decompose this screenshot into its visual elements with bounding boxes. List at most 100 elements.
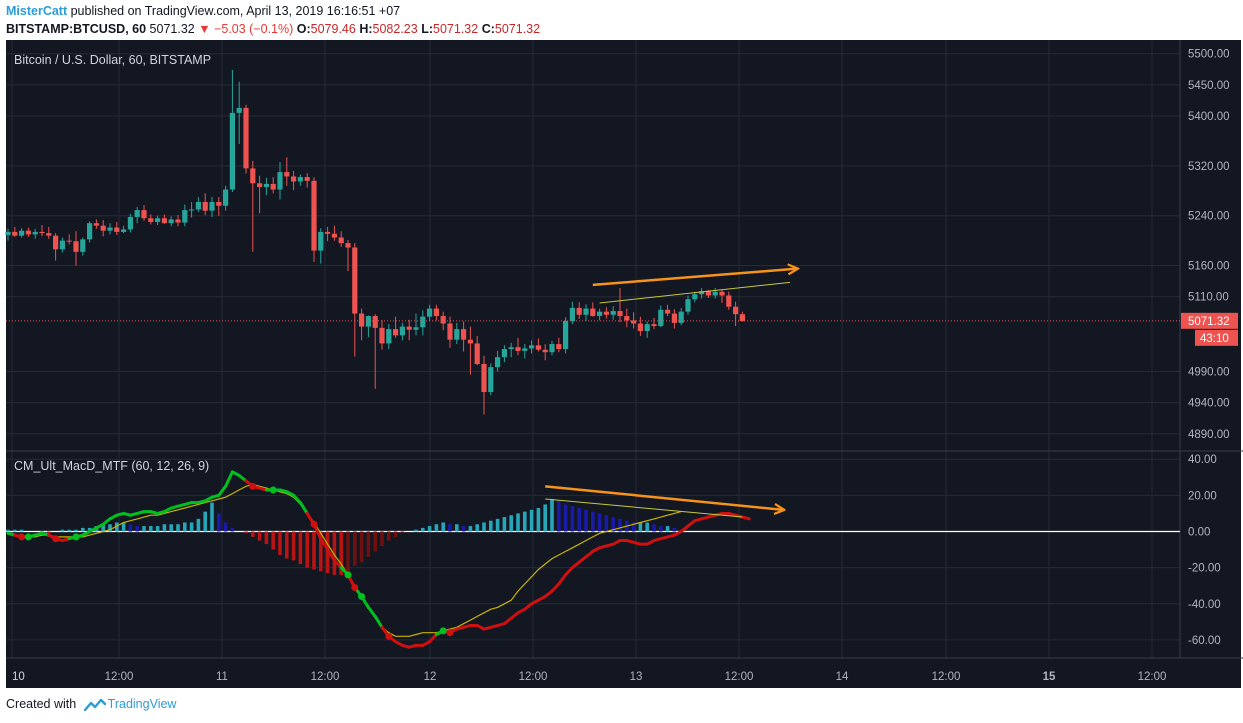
price-tick-label: 4890.00 [1188, 429, 1230, 441]
macd-line-segment [373, 614, 384, 629]
macd-histogram-bar [115, 522, 119, 532]
price-tick-label: 5500.00 [1188, 49, 1230, 61]
tradingview-brand[interactable]: TradingView [107, 697, 177, 711]
candle-body [454, 329, 460, 340]
macd-histogram-bar [264, 531, 269, 545]
candle-body [114, 227, 120, 232]
macd-histogram-bar [142, 526, 146, 532]
macd-histogram-bar [577, 508, 581, 532]
candle-body [399, 326, 405, 336]
candle-body [542, 349, 548, 353]
candle-body [168, 219, 174, 224]
macd-histogram-bar [183, 522, 187, 532]
publisher-name[interactable]: MisterCatt [6, 4, 68, 18]
candle-body [529, 345, 535, 349]
candle-body [610, 311, 616, 315]
macd-histogram-bar [169, 524, 173, 532]
candle-body [141, 210, 147, 219]
macd-histogram-bar [489, 520, 493, 532]
macd-histogram-bar [189, 522, 194, 532]
candle-body [719, 291, 725, 296]
macd-histogram-bar [638, 522, 643, 532]
macd-cross-dot [344, 571, 352, 579]
macd-histogram-bar [557, 500, 561, 532]
last-price-badge [1181, 312, 1238, 329]
candle-body [284, 172, 290, 177]
candle-body [644, 324, 650, 331]
macd-histogram-bar [536, 508, 541, 532]
candle-body [257, 183, 263, 188]
published-text: published on TradingView.com, April 13, … [70, 4, 401, 18]
tradingview-logo-icon[interactable] [83, 698, 106, 712]
candle-body [420, 316, 426, 328]
candle-body [413, 327, 419, 330]
price-tick-label: 5400.00 [1188, 111, 1230, 123]
macd-histogram-bar [502, 517, 507, 532]
last-price-label: 5071.32 [1188, 316, 1230, 328]
macd-histogram-bar [563, 504, 568, 532]
macd-histogram-bar [87, 527, 92, 532]
macd-histogram-bar [339, 531, 343, 575]
candle-body [291, 176, 297, 182]
price-annotation-arrow [592, 269, 797, 287]
macd-line-segment [298, 501, 309, 515]
candle-body [447, 323, 453, 340]
macd-histogram-bar [155, 526, 160, 532]
macd-histogram-bar [421, 527, 425, 532]
macd-annotation-arrow [545, 485, 783, 509]
macd-histogram-bar [475, 524, 479, 532]
candle-body [127, 216, 133, 230]
macd-histogram-bar [121, 522, 126, 532]
candle-body [148, 218, 154, 222]
candle-body [481, 364, 487, 393]
candle-body [433, 308, 439, 317]
macd-histogram-bar [414, 529, 418, 532]
candle-body [467, 339, 473, 344]
macd-cross-dot [358, 593, 366, 601]
low-value: 5071.32 [433, 22, 479, 36]
time-tick-label: 10 [12, 671, 25, 683]
macd-histogram-bar [217, 513, 221, 532]
macd-line-segment [217, 484, 228, 497]
candle-body [216, 202, 222, 206]
macd-histogram-bar [359, 531, 364, 563]
candle-body [161, 218, 167, 224]
candle-body [66, 240, 72, 242]
macd-histogram-bar [19, 529, 24, 532]
price-tick-label: 4990.00 [1188, 366, 1230, 378]
candle-body [59, 240, 65, 250]
candle-body [705, 291, 711, 296]
macd-histogram-bar [74, 529, 78, 532]
candle-body [488, 367, 494, 393]
candle-body [195, 202, 201, 210]
candle-body [658, 309, 664, 327]
candle-body [393, 329, 399, 336]
time-tick-label: 12:00 [519, 671, 548, 683]
candle-body [236, 107, 242, 113]
close-value: 5071.32 [494, 22, 541, 36]
candle-body [461, 329, 467, 340]
macd-histogram-bar [618, 518, 622, 532]
macd-histogram-bar [366, 531, 371, 557]
countdown-badge [1195, 329, 1238, 346]
time-tick-label: 12:00 [1138, 671, 1167, 683]
chart-background [6, 40, 1241, 688]
macd-histogram-bar [101, 524, 105, 532]
candle-body [304, 177, 310, 181]
chart-canvas[interactable]: Bitcoin / U.S. Dollar, 60, BITSTAMP CM_Ul… [0, 40, 1243, 688]
symbol-label: BITSTAMP:BTCUSD, 60 [6, 22, 147, 36]
macd-cross-dot [439, 627, 447, 635]
macd-histogram-bar [631, 522, 636, 532]
time-tick-label: 12:00 [725, 671, 754, 683]
macd-histogram-bar [271, 531, 275, 550]
macd-histogram-bar [230, 527, 235, 532]
macd-line-segment [366, 605, 377, 618]
created-with-text: Created with [6, 697, 77, 711]
macd-cross-dot [18, 533, 26, 541]
candle-body [692, 294, 698, 300]
macd-tick-label: -60.00 [1188, 635, 1221, 647]
macd-histogram-bar [223, 522, 228, 532]
macd-histogram-bar [305, 531, 309, 568]
candle-body [508, 347, 514, 350]
candle-body [631, 320, 637, 324]
